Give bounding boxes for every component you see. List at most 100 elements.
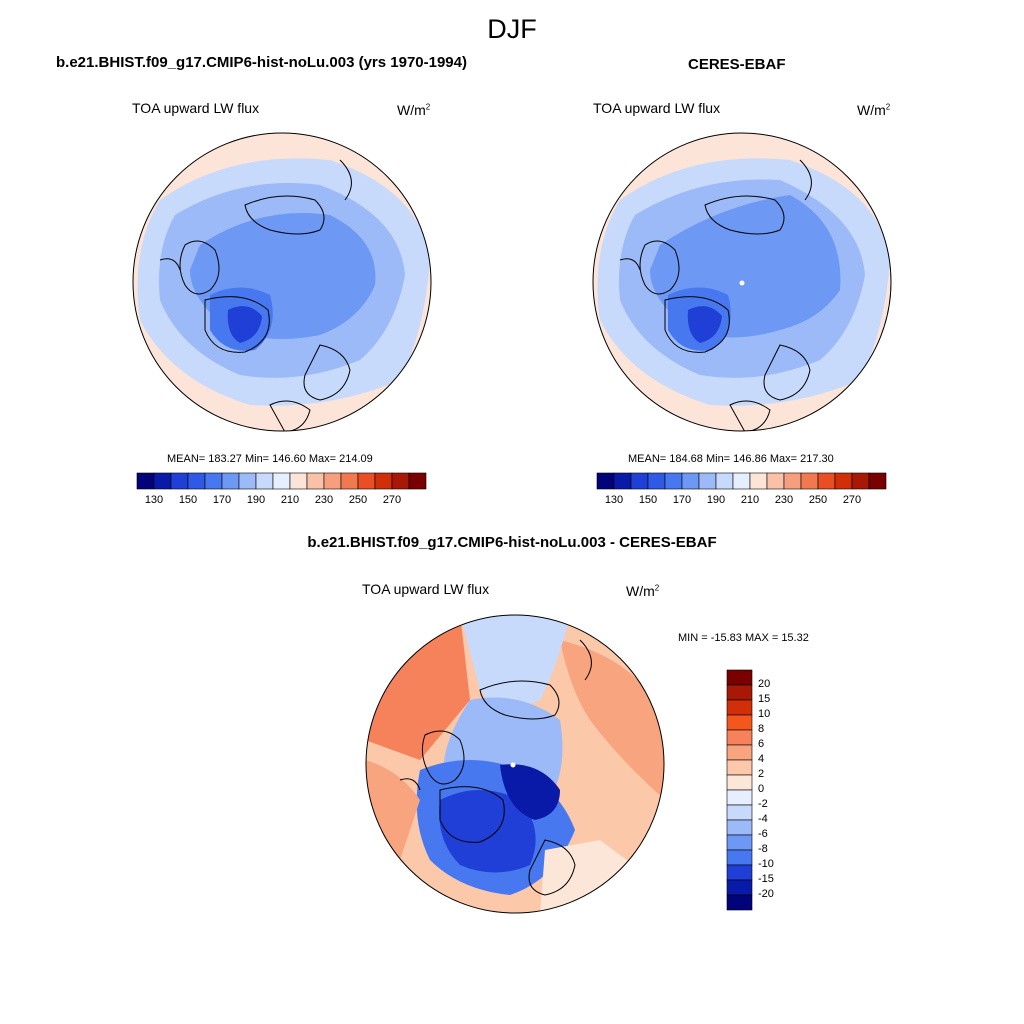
right-colorbar-tick-label: 250: [808, 494, 828, 506]
right-colorbar-box: [596, 472, 615, 490]
left-stats: MEAN= 183.27 Min= 146.60 Max= 214.09: [167, 453, 373, 465]
diff-colorbar-tick-label: -15: [758, 873, 774, 885]
diff-colorbar-tick-label: -10: [758, 858, 774, 870]
right-colorbar-box: [766, 472, 785, 490]
right-colorbar-box: [647, 472, 666, 490]
right-colorbar-box: [630, 472, 649, 490]
diff-stats: MIN = -15.83 MAX = 15.32: [678, 632, 809, 644]
diff-colorbar-tick-label: -8: [758, 843, 768, 855]
left-panel-title: b.e21.BHIST.f09_g17.CMIP6-hist-noLu.003 …: [56, 54, 467, 71]
left-colorbar-box: [391, 472, 410, 490]
diff-colorbar-tick-label: -20: [758, 888, 774, 900]
left-colorbar-box: [238, 472, 257, 490]
right-colorbar-box: [817, 472, 836, 490]
diff-colorbar-tick-label: 4: [758, 753, 765, 765]
diff-colorbar-box: [726, 714, 753, 731]
diff-colorbar-tick-label: -4: [758, 813, 768, 825]
diff-colorbar-box: [726, 804, 753, 821]
diff-colorbar-box: [726, 669, 753, 686]
left-colorbar-tick-label: 270: [382, 494, 402, 506]
diff-colorbar: [726, 669, 753, 911]
figure-title: DJF: [487, 14, 537, 44]
right-colorbar-box: [868, 472, 887, 490]
left-colorbar-box: [255, 472, 274, 490]
left-map-border: [132, 132, 432, 432]
right-colorbar-tick-label: 150: [638, 494, 658, 506]
right-variable-label: TOA upward LW flux: [593, 100, 721, 116]
diff-coastlines: [399, 639, 592, 896]
right-colorbar: [596, 472, 887, 490]
right-coastlines: [619, 159, 812, 431]
left-colorbar-box: [340, 472, 359, 490]
left-colorbar-box: [374, 472, 393, 490]
left-colorbar-tick-label: 130: [144, 494, 164, 506]
diff-map-border: [365, 614, 665, 914]
right-colorbar-box: [664, 472, 683, 490]
left-colorbar-box: [153, 472, 172, 490]
diff-colorbar-tick-label: 20: [758, 678, 771, 690]
left-colorbar-box: [289, 472, 308, 490]
diff-colorbar-tick-label: 2: [758, 768, 765, 780]
diff-colorbar-tick-label: -2: [758, 798, 768, 810]
left-colorbar-tick-label: 170: [212, 494, 232, 506]
right-colorbar-tick-label: 270: [842, 494, 862, 506]
right-map: [593, 133, 891, 431]
right-colorbar-box: [834, 472, 853, 490]
diff-colorbar-box: [726, 879, 753, 896]
diff-colorbar-tick-label: 6: [758, 738, 765, 750]
diff-colorbar-box: [726, 849, 753, 866]
left-coastlines: [159, 159, 352, 431]
right-colorbar-tick-label: 130: [604, 494, 624, 506]
diff-map: [366, 615, 664, 913]
diff-colorbar-box: [726, 894, 753, 911]
right-colorbar-tick-label: 190: [706, 494, 726, 506]
left-colorbar: [136, 472, 427, 490]
right-colorbar-tick-label: 210: [740, 494, 760, 506]
right-colorbar-box: [613, 472, 632, 490]
right-colorbar-box: [783, 472, 802, 490]
left-colorbar-box: [136, 472, 155, 490]
diff-colorbar-box: [726, 864, 753, 881]
diff-colorbar-tick-label: 0: [758, 783, 765, 795]
right-stats: MEAN= 184.68 Min= 146.86 Max= 217.30: [628, 453, 834, 465]
diff-colorbar-box: [726, 774, 753, 791]
left-map: [133, 133, 431, 431]
left-colorbar-tick-label: 190: [246, 494, 266, 506]
diff-colorbar-box: [726, 729, 753, 746]
diff-colorbar-tick-label: 8: [758, 723, 765, 735]
diff-colorbar-box: [726, 834, 753, 851]
left-colorbar-box: [306, 472, 325, 490]
left-colorbar-box: [221, 472, 240, 490]
diff-colorbar-box: [726, 699, 753, 716]
right-colorbar-box: [749, 472, 768, 490]
left-colorbar-box: [187, 472, 206, 490]
left-colorbar-tick-label: 250: [348, 494, 368, 506]
right-colorbar-box: [800, 472, 819, 490]
diff-units-label: W/m2: [626, 583, 660, 599]
left-colorbar-box: [323, 472, 342, 490]
right-colorbar-box: [681, 472, 700, 490]
right-units-label: W/m2: [857, 102, 891, 118]
diff-colorbar-box: [726, 684, 753, 701]
left-colorbar-box: [170, 472, 189, 490]
left-colorbar-tick-label: 150: [178, 494, 198, 506]
right-panel-title: CERES-EBAF: [688, 56, 786, 73]
left-units-label: W/m2: [397, 102, 431, 118]
diff-colorbar-tick-label: 10: [758, 708, 771, 720]
right-colorbar-box: [851, 472, 870, 490]
left-variable-label: TOA upward LW flux: [132, 100, 260, 116]
left-colorbar-box: [408, 472, 427, 490]
left-colorbar-box: [204, 472, 223, 490]
right-colorbar-tick-label: 230: [774, 494, 794, 506]
diff-variable-label: TOA upward LW flux: [362, 581, 490, 597]
diff-colorbar-box: [726, 744, 753, 761]
diff-colorbar-tick-label: -6: [758, 828, 768, 840]
right-colorbar-box: [732, 472, 751, 490]
diff-colorbar-box: [726, 759, 753, 776]
right-colorbar-box: [698, 472, 717, 490]
diff-colorbar-box: [726, 789, 753, 806]
diff-colorbar-tick-label: 15: [758, 693, 771, 705]
right-colorbar-tick-label: 170: [672, 494, 692, 506]
diff-panel-title: b.e21.BHIST.f09_g17.CMIP6-hist-noLu.003 …: [307, 534, 717, 551]
